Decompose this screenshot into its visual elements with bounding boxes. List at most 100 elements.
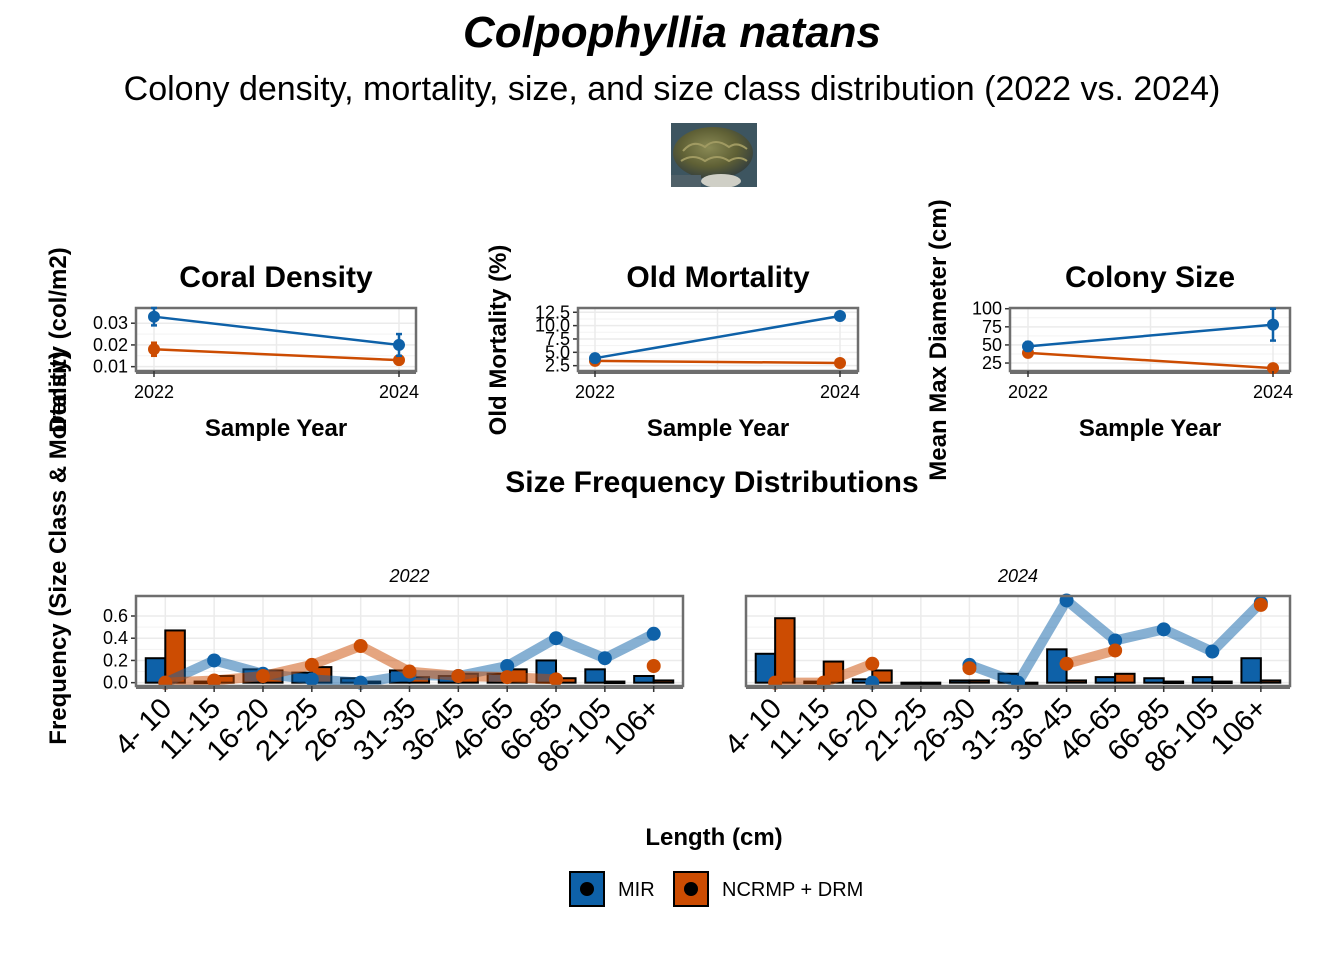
data-point [962, 661, 977, 676]
chart-title: Colpophyllia natans [462, 8, 882, 57]
y-tick-label: 2.5 [545, 356, 570, 376]
y-axis-title: Density (col/m2) [45, 247, 72, 432]
y-tick-label: 0.03 [93, 313, 128, 333]
y-tick-label: 0.4 [103, 628, 128, 648]
bar [584, 668, 606, 684]
y-tick-label: 10.0 [535, 316, 570, 336]
bar [633, 675, 655, 684]
x-tick-label: 2024 [1253, 382, 1293, 402]
sfd-y-axis-title: Frequency (Size Class & Mortality) [45, 351, 72, 744]
bar [1211, 680, 1233, 685]
x-axis-title: Sample Year [205, 415, 347, 442]
x-tick-label: 2022 [575, 382, 615, 402]
density-panel: 0.010.020.03 2022 2024 Coral Density Sample … [45, 247, 419, 442]
data-point [834, 310, 846, 323]
y-axis-title: Old Mortality (%) [485, 245, 512, 436]
panel-title: Old Mortality [626, 261, 810, 294]
bar [1191, 676, 1214, 684]
y-tick-label: 7.5 [545, 329, 570, 349]
data-point [549, 672, 564, 687]
series-line [153, 348, 400, 362]
bar [1259, 679, 1282, 684]
data-point [1253, 597, 1268, 612]
y-tick-label: 75 [982, 317, 1002, 337]
x-tick-label: 2022 [134, 382, 174, 402]
panel-title: Coral Density [179, 261, 373, 294]
data-point [1108, 643, 1123, 658]
x-tick-label: 2024 [820, 382, 860, 402]
data-point [646, 626, 661, 641]
y-tick-label: 100 [972, 299, 1002, 319]
data-point [1022, 340, 1034, 353]
data-point [393, 338, 405, 351]
y-tick-label: 50 [982, 335, 1002, 355]
x-tick-label: 2022 [1008, 382, 1048, 402]
chart-subtitle: Colony density, mortality, size, and siz… [123, 70, 1221, 108]
bar [949, 679, 971, 684]
data-point [353, 639, 368, 653]
data-point [1156, 622, 1171, 637]
y-tick-label: 12.5 [535, 302, 570, 322]
bar [652, 679, 675, 684]
y-tick-label: 0.02 [93, 335, 128, 355]
legend-key-mir-dot [580, 882, 594, 896]
summary-charts: 0.010.020.03 2022 2024 Coral Density Sample … [45, 199, 1293, 499]
x-tick-label: 106+ [598, 692, 667, 761]
facet-label: 2022 [388, 566, 429, 586]
data-point [500, 670, 515, 685]
legend-label-ncrmp: NCRMP + DRM [722, 879, 863, 901]
data-point [1267, 362, 1279, 375]
bar [1094, 676, 1117, 684]
data-point [207, 673, 222, 688]
data-point [549, 631, 564, 646]
x-tick-label: 2024 [379, 382, 419, 402]
size-frequency-title: Size Frequency Distributions [505, 466, 918, 499]
data-point [207, 653, 222, 668]
data-point [597, 651, 612, 666]
y-tick-label: 0.0 [103, 673, 128, 693]
data-point [589, 352, 601, 365]
mortality-panel: 2.55.07.510.012.5 2022 2024 Old Mortality Sa… [485, 245, 860, 442]
series-line [153, 315, 400, 347]
series-line [1027, 351, 1274, 370]
x-tick-label: 106+ [1205, 692, 1274, 761]
y-tick-label: 0.01 [93, 357, 128, 377]
legend-label-mir: MIR [618, 879, 655, 901]
bar [1240, 657, 1262, 684]
coral-photo [671, 123, 757, 187]
data-point [304, 657, 319, 672]
series-line [594, 359, 841, 365]
y-axis-title: Mean Max Diameter (cm) [925, 199, 952, 480]
series-line [594, 314, 841, 360]
legend-key-ncrmp-dot [684, 882, 698, 896]
x-axis-title: Sample Year [1079, 415, 1221, 442]
data-point [646, 659, 661, 673]
frequency-line [1061, 645, 1121, 669]
data-point [1205, 644, 1220, 659]
bar [968, 679, 990, 684]
data-point [451, 669, 466, 683]
data-point [1108, 633, 1123, 648]
panel-title: Colony Size [1065, 261, 1235, 294]
x-axis-title: Sample Year [647, 415, 789, 442]
bar [774, 617, 796, 684]
y-tick-label: 5.0 [545, 342, 570, 362]
series-line [1027, 323, 1274, 348]
data-point [255, 669, 270, 683]
bar [1162, 680, 1185, 685]
y-tick-label: 25 [982, 353, 1002, 373]
bar [900, 681, 922, 686]
bar [1143, 677, 1165, 684]
data-point [865, 656, 880, 671]
data-point [393, 354, 405, 367]
data-point [500, 659, 515, 673]
data-point [834, 356, 846, 369]
bar [603, 680, 626, 685]
bar [919, 681, 942, 686]
y-tick-label: 0.6 [103, 606, 128, 626]
sfd-x-axis-title: Length (cm) [645, 824, 782, 851]
